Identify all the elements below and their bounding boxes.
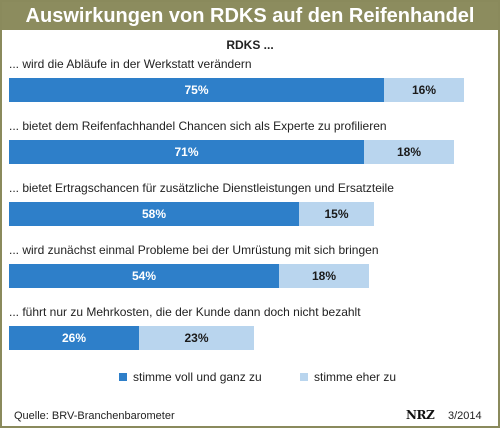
data-label: 54% (132, 269, 156, 283)
bar-segment-voll (9, 140, 364, 164)
data-label: 16% (412, 83, 436, 97)
chart-title: Auswirkungen von RDKS auf den Reifenhand… (2, 2, 498, 30)
bar-segment-voll (9, 202, 299, 226)
category-label: ... wird zunächst einmal Probleme bei de… (9, 243, 379, 257)
data-label: 26% (62, 331, 86, 345)
data-label: 75% (184, 83, 208, 97)
data-label: 71% (174, 145, 198, 159)
legend-label: stimme eher zu (314, 370, 396, 384)
category-label: ... bietet Ertragschancen für zusätzlich… (9, 181, 394, 195)
bar-segment-voll (9, 326, 139, 350)
bar-segment-eher (364, 140, 454, 164)
category-label: ... wird die Abläufe in der Werkstatt ve… (9, 57, 252, 71)
data-label: 58% (142, 207, 166, 221)
legend-swatch (119, 373, 127, 381)
source-note: Quelle: BRV-Branchenbarometer (14, 410, 175, 422)
data-label: 18% (397, 145, 421, 159)
data-label: 18% (312, 269, 336, 283)
category-label: ... bietet dem Reifenfachhandel Chancen … (9, 119, 387, 133)
category-label: ... führt nur zu Mehrkosten, die der Kun… (9, 305, 361, 319)
legend-label: stimme voll und ganz zu (133, 370, 262, 384)
bar-segment-eher (299, 202, 374, 226)
data-label: 23% (184, 331, 208, 345)
bar-chart: ... wird die Abläufe in der Werkstatt ve… (9, 57, 464, 384)
publication-date: 3/2014 (448, 410, 482, 422)
data-label: 15% (324, 207, 348, 221)
bar-segment-eher (384, 78, 464, 102)
bar-segment-eher (139, 326, 254, 350)
bar-segment-eher (279, 264, 369, 288)
legend-swatch (300, 373, 308, 381)
chart-subtitle: RDKS ... (226, 38, 274, 52)
bar-segment-voll (9, 264, 279, 288)
bar-segment-voll (9, 78, 384, 102)
publisher-logo: NRZ (406, 408, 435, 422)
